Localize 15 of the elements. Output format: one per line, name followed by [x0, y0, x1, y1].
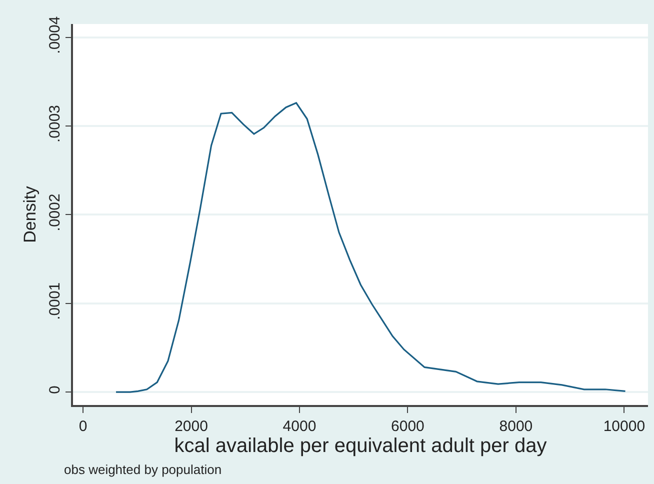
line-series: [115, 102, 626, 393]
y-axis-title: Density: [20, 186, 40, 243]
y-tick-label: .0004: [46, 16, 64, 54]
text: obs weighted by population: [64, 462, 222, 477]
x-tick-label: 10000: [603, 418, 646, 435]
x-axis-title: kcal available per equivalent adult per day: [174, 434, 547, 457]
y-tick-label: .0001: [46, 282, 64, 320]
y-tick-label: .0002: [46, 194, 64, 232]
x-tick-label: 2000: [174, 418, 208, 435]
y-tick-label: .0003: [46, 104, 64, 143]
x-tick-label: 8000: [499, 418, 533, 435]
x-tick-label: 6000: [391, 418, 424, 435]
x-tick-label: 4000: [282, 418, 316, 435]
y-tick-label: 0: [46, 386, 64, 394]
x-tick-label: 0: [78, 418, 88, 435]
